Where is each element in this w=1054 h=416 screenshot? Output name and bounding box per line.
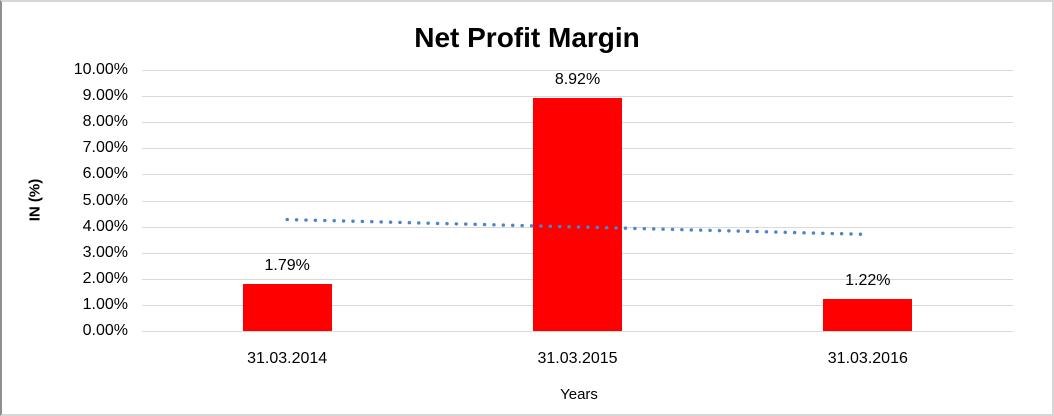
bar-31.03.2016 — [823, 299, 913, 331]
bar-value-label: 1.22% — [845, 272, 891, 290]
y-axis-tick-label: 8.00% — [82, 113, 128, 131]
y-axis-tick-label: 1.00% — [82, 295, 128, 313]
gridline — [142, 331, 1013, 332]
gridline — [142, 96, 1013, 98]
bar-value-label: 8.92% — [554, 71, 601, 89]
bar-value-label: 1.79% — [264, 257, 310, 275]
x-axis-category-label: 31.03.2016 — [827, 350, 908, 367]
y-axis-tick-label: 2.00% — [82, 269, 128, 287]
chart-title: Net Profit Margin — [414, 22, 640, 53]
bar-31.03.2015 — [533, 98, 622, 331]
y-axis-tick-label: 10.00% — [73, 61, 128, 78]
y-axis-tick-label: 4.00% — [82, 217, 128, 235]
y-axis-tick-label: 9.00% — [82, 87, 128, 105]
gridline — [142, 70, 1013, 71]
y-axis-tick-label: 3.00% — [82, 243, 128, 261]
x-axis-title: Years — [560, 386, 598, 403]
bar-31.03.2014 — [242, 284, 332, 331]
x-axis-category-label: 31.03.2014 — [247, 350, 328, 367]
y-axis-tick-label: 5.00% — [82, 191, 128, 209]
y-axis-tick-label: 7.00% — [82, 139, 128, 157]
x-axis-category-label: 31.03.2015 — [537, 350, 618, 367]
y-axis-tick-label: 0.00% — [82, 322, 128, 339]
y-axis-tick-label: 6.00% — [82, 165, 128, 183]
